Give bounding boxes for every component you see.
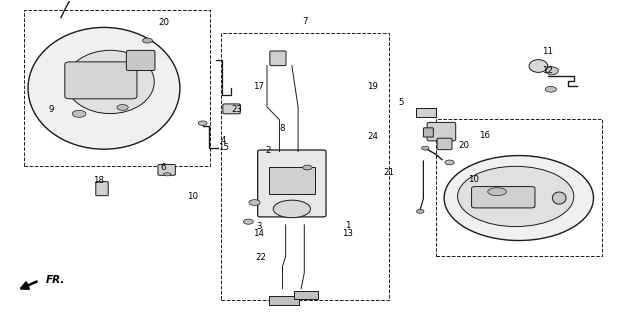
Text: 8: 8 xyxy=(280,124,285,132)
Bar xyxy=(436,119,602,256)
FancyBboxPatch shape xyxy=(96,182,108,196)
FancyBboxPatch shape xyxy=(269,296,299,305)
Ellipse shape xyxy=(553,192,566,204)
Bar xyxy=(24,10,209,166)
Ellipse shape xyxy=(444,156,594,241)
FancyBboxPatch shape xyxy=(269,167,315,194)
Ellipse shape xyxy=(198,121,207,125)
Text: 10: 10 xyxy=(468,175,478,184)
Ellipse shape xyxy=(422,146,429,150)
Text: 24: 24 xyxy=(367,132,378,140)
FancyBboxPatch shape xyxy=(416,108,436,117)
Text: 1: 1 xyxy=(345,221,350,230)
Ellipse shape xyxy=(117,105,128,110)
FancyBboxPatch shape xyxy=(472,187,535,208)
FancyBboxPatch shape xyxy=(437,138,452,150)
Ellipse shape xyxy=(143,38,153,43)
FancyBboxPatch shape xyxy=(126,50,155,70)
FancyBboxPatch shape xyxy=(65,62,137,99)
FancyBboxPatch shape xyxy=(427,123,455,141)
Ellipse shape xyxy=(249,200,260,205)
Ellipse shape xyxy=(303,165,312,170)
FancyBboxPatch shape xyxy=(293,291,318,299)
FancyBboxPatch shape xyxy=(424,128,434,137)
FancyBboxPatch shape xyxy=(158,164,175,175)
Text: 14: 14 xyxy=(253,229,264,238)
Ellipse shape xyxy=(445,160,454,165)
Text: 19: 19 xyxy=(367,82,378,91)
Text: 7: 7 xyxy=(303,17,308,26)
Text: 20: 20 xyxy=(158,19,169,28)
Ellipse shape xyxy=(545,86,556,92)
Ellipse shape xyxy=(244,219,254,224)
Bar xyxy=(221,33,389,300)
Text: 4: 4 xyxy=(221,136,226,145)
Ellipse shape xyxy=(28,28,180,149)
Text: 20: 20 xyxy=(459,141,469,150)
Text: 5: 5 xyxy=(399,98,404,107)
Text: 2: 2 xyxy=(265,146,271,155)
Text: 17: 17 xyxy=(253,82,264,91)
Ellipse shape xyxy=(488,188,506,196)
Text: 12: 12 xyxy=(542,66,553,75)
FancyBboxPatch shape xyxy=(270,51,286,66)
Ellipse shape xyxy=(66,50,155,114)
Text: FR.: FR. xyxy=(45,276,65,285)
Ellipse shape xyxy=(458,166,574,227)
Ellipse shape xyxy=(546,67,558,75)
FancyBboxPatch shape xyxy=(258,150,326,217)
Text: 11: 11 xyxy=(542,47,553,56)
Ellipse shape xyxy=(273,200,310,218)
Text: 21: 21 xyxy=(384,168,395,177)
Text: 16: 16 xyxy=(479,131,490,140)
Ellipse shape xyxy=(164,173,171,176)
Text: 22: 22 xyxy=(255,253,266,262)
Ellipse shape xyxy=(72,110,86,117)
FancyBboxPatch shape xyxy=(223,104,240,114)
Text: 13: 13 xyxy=(342,229,353,238)
Ellipse shape xyxy=(417,209,424,213)
Text: 18: 18 xyxy=(93,176,105,185)
Text: 10: 10 xyxy=(187,192,197,201)
Text: 3: 3 xyxy=(256,222,262,231)
Text: 23: 23 xyxy=(231,105,242,114)
Text: 6: 6 xyxy=(161,164,166,172)
Text: 15: 15 xyxy=(217,143,229,152)
Ellipse shape xyxy=(529,60,548,72)
Text: 9: 9 xyxy=(49,105,54,114)
